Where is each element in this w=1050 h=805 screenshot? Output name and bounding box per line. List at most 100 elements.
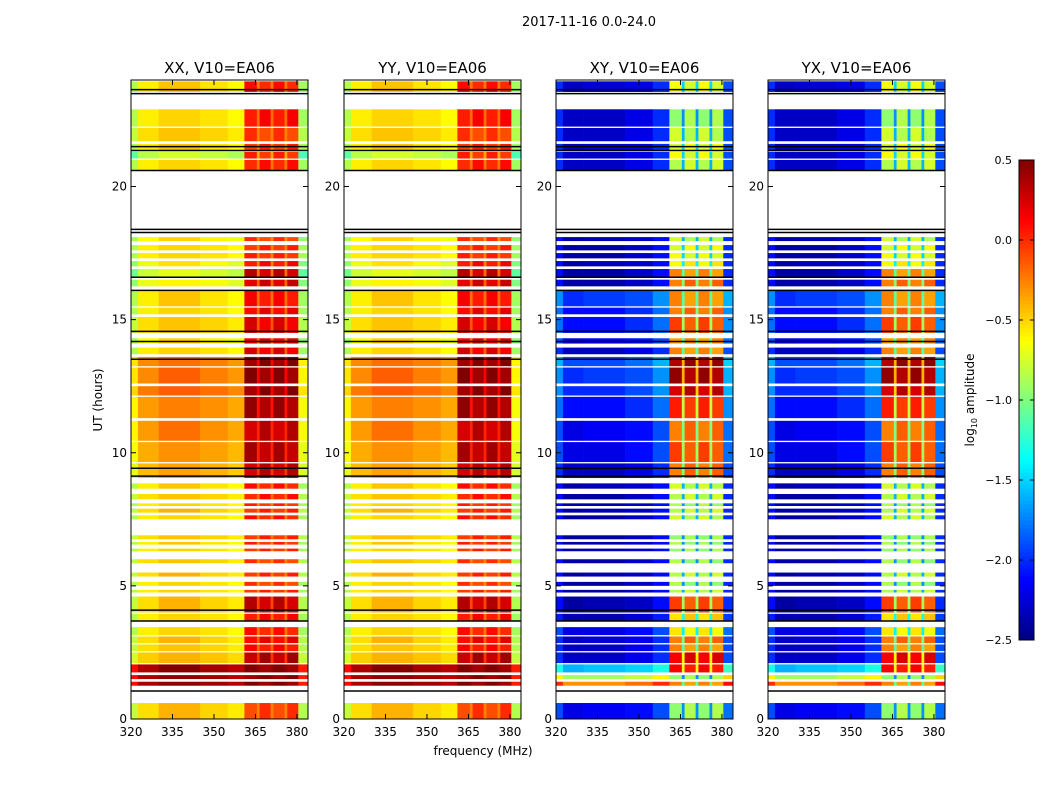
heatmap-cell	[483, 367, 487, 384]
heatmap-cell	[684, 151, 696, 159]
heatmap-cell	[684, 347, 696, 355]
heatmap-cell	[137, 109, 159, 127]
heatmap-cell	[556, 159, 564, 171]
heatmap-cell	[712, 463, 724, 479]
heatmap-cell	[907, 613, 911, 621]
heatmap-cell	[893, 245, 897, 251]
heatmap-cell	[511, 581, 522, 586]
colorbar-swatch	[1019, 520, 1034, 525]
heatmap-cell	[684, 508, 696, 513]
heatmap-cell	[935, 269, 946, 278]
heatmap-cell	[483, 420, 487, 441]
heatmap-cell	[457, 589, 471, 593]
heatmap-cell	[413, 503, 442, 506]
heatmap-cell	[837, 237, 866, 242]
heatmap-cell	[921, 548, 925, 552]
heatmap-cell	[695, 548, 699, 552]
heatmap-cell	[556, 347, 564, 355]
heatmap-cell	[344, 245, 352, 251]
heatmap-cell	[921, 159, 925, 171]
heatmap-cell	[684, 279, 696, 287]
heatmap-cell	[625, 81, 654, 92]
heatmap-cell	[881, 627, 895, 636]
heatmap-cell	[500, 559, 512, 564]
heatmap-cell	[556, 261, 564, 267]
heatmap-cell	[256, 596, 260, 613]
heatmap-cell	[837, 245, 866, 251]
colorbar-tick-label: −2.5	[985, 634, 1012, 647]
heatmap-cell	[131, 237, 139, 242]
heatmap-cell	[259, 245, 271, 251]
heatmap-cell	[695, 572, 699, 577]
heatmap-cell	[413, 675, 442, 680]
heatmap-cell	[371, 508, 414, 513]
heatmap-cell	[864, 269, 882, 278]
colorbar-swatch	[1019, 552, 1034, 557]
heatmap-cell	[907, 627, 911, 636]
heatmap-cell	[695, 396, 699, 419]
heatmap-cell	[652, 644, 670, 652]
heatmap-cell	[712, 316, 724, 333]
heatmap-cell	[712, 675, 724, 680]
heatmap-cell	[287, 269, 299, 278]
heatmap-cell	[486, 279, 498, 287]
heatmap-cell	[881, 463, 895, 479]
heatmap-cell	[497, 253, 501, 259]
heatmap-cell	[795, 703, 838, 719]
heatmap-cell	[259, 675, 271, 680]
heatmap-cell	[896, 515, 908, 520]
heatmap-cell	[298, 81, 309, 92]
heatmap-cell	[137, 559, 159, 564]
heatmap-cell	[837, 681, 866, 686]
heatmap-cell	[709, 290, 713, 307]
colorbar-swatch	[1019, 524, 1034, 529]
heatmap-cell	[457, 541, 471, 545]
colorbar-swatch	[1019, 436, 1034, 441]
heatmap-cell	[500, 483, 512, 489]
heatmap-cell	[669, 675, 683, 680]
heatmap-cell	[795, 127, 838, 142]
heatmap-cell	[935, 463, 946, 479]
heatmap-cell	[511, 596, 522, 613]
heatmap-cell	[511, 664, 522, 673]
heatmap-cell	[259, 559, 271, 564]
heatmap-cell	[910, 636, 922, 644]
heatmap-cell	[681, 279, 685, 287]
heatmap-cell	[896, 253, 908, 259]
heatmap-cell	[562, 347, 584, 355]
heatmap-cell	[298, 581, 309, 586]
y-tick-label: 0	[119, 712, 127, 726]
heatmap-cell	[910, 279, 922, 287]
heatmap-cell	[413, 396, 442, 419]
heatmap-cell	[344, 572, 352, 577]
heatmap-cell	[500, 636, 512, 644]
heatmap-cell	[131, 396, 139, 419]
heatmap-cell	[457, 442, 471, 463]
heatmap-cell	[625, 127, 654, 142]
heatmap-cell	[935, 508, 946, 513]
heatmap-cell	[795, 541, 838, 545]
heatmap-cell	[684, 627, 696, 636]
heatmap-cell	[583, 367, 626, 384]
heatmap-cell	[284, 703, 288, 719]
heatmap-cell	[259, 127, 271, 142]
heatmap-cell	[910, 572, 922, 577]
heatmap-cell	[684, 703, 696, 719]
heatmap-cell	[935, 483, 946, 489]
heatmap-cell	[652, 442, 670, 463]
heatmap-cell	[483, 503, 487, 506]
heatmap-cell	[698, 703, 710, 719]
heatmap-cell	[500, 627, 512, 636]
heatmap-cell	[709, 681, 713, 686]
heatmap-cell	[924, 681, 936, 686]
heatmap-cell	[924, 559, 936, 564]
heatmap-cell	[712, 81, 724, 92]
heatmap-cell	[837, 483, 866, 489]
x-tick-label: 320	[333, 725, 356, 739]
heatmap-cell	[511, 494, 522, 500]
heatmap-cell	[652, 589, 670, 593]
heatmap-cell	[511, 109, 522, 127]
heatmap-cell	[562, 508, 584, 513]
heatmap-cell	[158, 548, 201, 552]
heatmap-cell	[270, 279, 274, 287]
